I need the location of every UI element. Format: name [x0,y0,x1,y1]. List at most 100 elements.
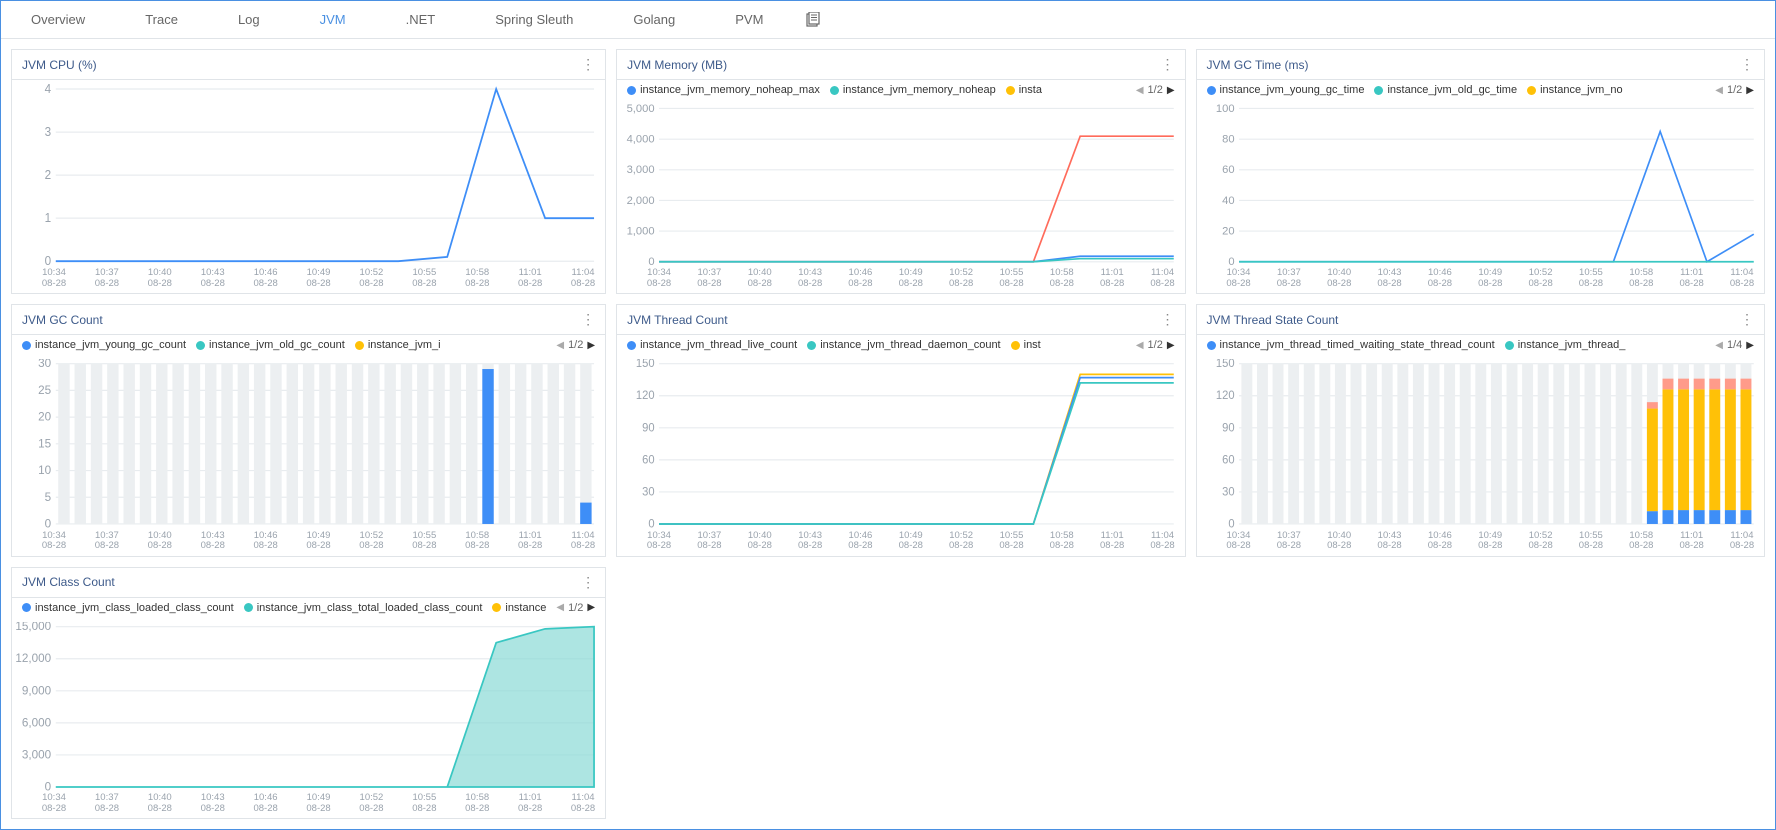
legend-label: instance_jvm_young_gc_time [1220,84,1365,96]
tab-spring-sleuth[interactable]: Spring Sleuth [465,1,603,39]
x-tick-label: 10:5208-28 [1527,268,1555,289]
legend-dot [196,341,205,350]
panel-memory: JVM Memory (MB)⋮instance_jvm_memory_nohe… [616,49,1185,294]
x-tick-label: 10:4008-28 [146,793,174,814]
legend-dot [627,86,636,95]
panel-cpu: JVM CPU (%)⋮0123410:3408-2810:3708-2810:… [11,49,606,294]
svg-text:60: 60 [642,454,654,466]
x-tick-label: 10:5808-28 [1048,531,1076,552]
more-icon[interactable]: ⋮ [581,311,595,328]
tab-log[interactable]: Log [208,1,290,39]
legend-item[interactable]: instance_jvm_memory_noheap [830,84,996,96]
x-tick-label: 10:4908-28 [897,531,925,552]
legend-item[interactable]: instance_jvm_no [1527,84,1623,96]
more-icon[interactable]: ⋮ [1161,311,1175,328]
pager-next-icon[interactable]: ▶ [587,340,595,351]
tab-bar: OverviewTraceLogJVM.NETSpring SleuthGola… [1,1,1775,39]
x-tick-label: 10:5208-28 [1527,531,1555,552]
svg-text:12,000: 12,000 [16,652,52,665]
pager-next-icon[interactable]: ▶ [587,602,595,613]
pager-text: 1/2 [1727,84,1742,96]
legend-item[interactable]: instance_jvm_class_loaded_class_count [22,602,234,614]
legend-label: instance_jvm_young_gc_count [35,339,186,351]
x-tick-label: 11:0408-28 [1728,268,1756,289]
pager-prev-icon[interactable]: ◀ [1715,85,1723,96]
more-icon[interactable]: ⋮ [581,56,595,73]
legend-item[interactable]: instance_jvm_thread_daemon_count [807,339,1000,351]
tab-more-icon[interactable] [793,12,833,28]
legend-item[interactable]: instance_jvm_memory_noheap_max [627,84,820,96]
pager-prev-icon[interactable]: ◀ [1136,340,1144,351]
pager-text: 1/4 [1727,339,1742,351]
tab-trace[interactable]: Trace [115,1,208,39]
pager-next-icon[interactable]: ▶ [1167,85,1175,96]
legend-pager: ◀1/2▶ [556,602,595,614]
legend-item[interactable]: instance [492,602,546,614]
more-icon[interactable]: ⋮ [1161,56,1175,73]
x-tick-label: 10:5808-28 [1048,268,1076,289]
tab--net[interactable]: .NET [376,1,466,39]
legend-item[interactable]: instance_jvm_i [355,339,441,351]
legend-label: inst [1024,339,1041,351]
legend-item[interactable]: insta [1006,84,1042,96]
tab-golang[interactable]: Golang [603,1,705,39]
more-icon[interactable]: ⋮ [1740,311,1754,328]
x-tick-label: 10:3708-28 [93,268,121,289]
svg-text:20: 20 [38,411,52,424]
svg-text:1: 1 [45,211,52,225]
svg-text:90: 90 [1222,422,1234,434]
legend-label: instance [505,602,546,614]
more-icon[interactable]: ⋮ [581,574,595,591]
svg-text:30: 30 [642,486,654,498]
tab-pvm[interactable]: PVM [705,1,793,39]
x-tick-label: 10:5508-28 [410,268,438,289]
legend-item[interactable]: instance_jvm_thread_ [1505,339,1626,351]
pager-prev-icon[interactable]: ◀ [556,602,564,613]
legend-item[interactable]: inst [1011,339,1041,351]
legend-item[interactable]: instance_jvm_thread_timed_waiting_state_… [1207,339,1495,351]
x-tick-label: 10:4308-28 [1376,268,1404,289]
legend-item[interactable]: instance_jvm_thread_live_count [627,339,797,351]
tab-jvm[interactable]: JVM [290,1,376,39]
x-tick-label: 11:0108-28 [1678,531,1706,552]
pager-next-icon[interactable]: ▶ [1167,340,1175,351]
x-tick-label: 10:4308-28 [1376,531,1404,552]
svg-text:4: 4 [45,84,52,96]
legend-item[interactable]: instance_jvm_old_gc_count [196,339,345,351]
legend-item[interactable]: instance_jvm_class_total_loaded_class_co… [244,602,483,614]
x-tick-label: 10:4008-28 [146,268,174,289]
legend-item[interactable]: instance_jvm_old_gc_time [1374,84,1517,96]
legend-label: instance_jvm_class_total_loaded_class_co… [257,602,483,614]
more-icon[interactable]: ⋮ [1740,56,1754,73]
pager-next-icon[interactable]: ▶ [1746,85,1754,96]
x-tick-label: 10:3408-28 [40,793,68,814]
x-axis-labels: 10:3408-2810:3708-2810:4008-2810:4308-28… [617,268,1184,293]
tab-overview[interactable]: Overview [1,1,115,39]
pager-prev-icon[interactable]: ◀ [1715,340,1723,351]
panel-grid: JVM CPU (%)⋮0123410:3408-2810:3708-2810:… [1,39,1775,829]
pager-prev-icon[interactable]: ◀ [556,340,564,351]
legend: instance_jvm_young_gc_time instance_jvm_o… [1197,80,1764,100]
svg-text:60: 60 [1222,454,1234,466]
chart-body: 0306090120150 [1197,355,1764,531]
svg-text:100: 100 [1215,104,1234,115]
legend-label: instance_jvm_memory_noheap [843,84,996,96]
pager-next-icon[interactable]: ▶ [1746,340,1754,351]
svg-text:150: 150 [1215,359,1234,370]
x-tick-label: 11:0108-28 [516,793,544,814]
x-tick-label: 10:4608-28 [252,531,280,552]
x-tick-label: 10:5808-28 [1627,268,1655,289]
chart-body: 01,0002,0003,0004,0005,000 [617,100,1184,268]
x-tick-label: 10:4608-28 [1426,268,1454,289]
legend-item[interactable]: instance_jvm_young_gc_time [1207,84,1365,96]
svg-text:30: 30 [38,359,52,370]
legend-dot [807,341,816,350]
x-tick-label: 10:4308-28 [199,793,227,814]
svg-text:80: 80 [1222,133,1234,145]
pager-prev-icon[interactable]: ◀ [1136,85,1144,96]
x-tick-label: 10:5208-28 [357,793,385,814]
legend-item[interactable]: instance_jvm_young_gc_count [22,339,186,351]
svg-text:90: 90 [642,422,654,434]
legend: instance_jvm_memory_noheap_max instance_j… [617,80,1184,100]
svg-text:25: 25 [38,384,52,397]
